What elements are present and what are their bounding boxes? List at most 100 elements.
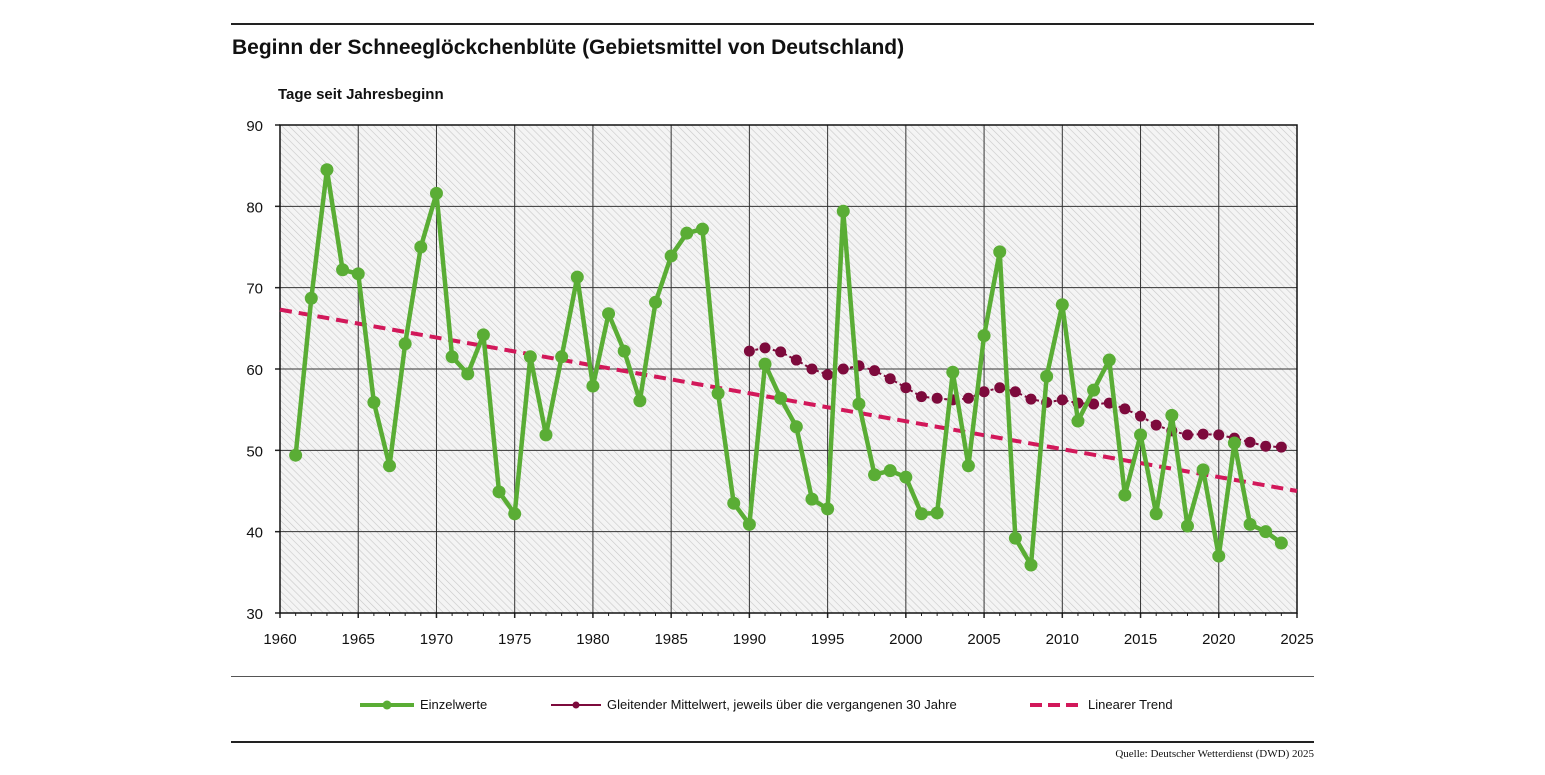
einzelwerte-point [1102,353,1116,367]
einzelwerte-point [555,350,569,364]
x-tick-label: 1960 [263,631,296,648]
einzelwerte-point [1008,531,1022,545]
einzelwerte-point [1118,488,1132,502]
einzelwerte-point [1087,383,1101,397]
einzelwerte-point [1165,408,1179,422]
einzelwerte-point [789,420,803,434]
einzelwerte-point [1259,525,1273,539]
moving-average-point [869,365,881,377]
einzelwerte-point [977,329,991,343]
x-tick-label: 1970 [420,631,453,648]
moving-average-point [1150,419,1162,431]
moving-average-point [900,382,912,394]
x-tick-label: 2000 [889,631,922,648]
x-tick-label: 2005 [967,631,1000,648]
einzelwerte-point [351,267,365,281]
einzelwerte-point [398,337,412,351]
einzelwerte-point [586,379,600,393]
x-tick-label: 1995 [811,631,844,648]
einzelwerte-point [1227,436,1241,450]
einzelwerte-point [914,507,928,521]
einzelwerte-point [852,397,866,411]
moving-average-point [806,363,818,375]
einzelwerte-point [602,307,616,321]
legend-dashed-line-icon [1030,702,1082,707]
moving-average-point [822,369,834,381]
einzelwerte-point [695,222,709,236]
einzelwerte-point [758,357,772,371]
einzelwerte-point [774,391,788,405]
einzelwerte-point [1149,507,1163,521]
moving-average-point [1181,429,1193,441]
moving-average-point [1009,386,1021,398]
y-tick-label: 60 [246,362,263,379]
moving-average-point [962,392,974,404]
moving-average-point [1056,394,1068,406]
einzelwerte-point [523,350,537,364]
moving-average-point [884,373,896,385]
y-tick-label: 70 [246,281,263,298]
moving-average-point [931,392,943,404]
einzelwerte-point [1024,558,1038,572]
x-tick-label: 1985 [654,631,687,648]
x-tick-label: 2010 [1046,631,1079,648]
einzelwerte-point [383,459,397,473]
legend-item-moving-average: Gleitender Mittelwert, jeweils über die … [551,697,957,712]
y-axis-label: Tage seit Jahresbeginn [278,86,444,103]
y-tick-label: 50 [246,443,263,460]
x-tick-label: 2020 [1202,631,1235,648]
einzelwerte-point [1274,536,1288,550]
einzelwerte-point [1071,414,1085,428]
einzelwerte-point [961,459,975,473]
moving-average-point [1260,440,1272,452]
moving-average-point [1244,436,1256,448]
moving-average-point [1088,398,1100,410]
x-tick-label: 2015 [1124,631,1157,648]
einzelwerte-point [868,468,882,482]
einzelwerte-point [930,506,944,520]
legend-item-linear-trend: Linearer Trend [1030,697,1173,712]
moving-average-point [978,386,990,398]
einzelwerte-point [883,464,897,478]
einzelwerte-point [461,367,475,381]
einzelwerte-point [1040,369,1054,383]
einzelwerte-point [1055,298,1069,312]
legend-label: Gleitender Mittelwert, jeweils über die … [607,697,957,712]
einzelwerte-point [821,502,835,516]
moving-average-point [994,382,1006,394]
moving-average-point [915,391,927,403]
x-tick-label: 1980 [576,631,609,648]
legend-label: Einzelwerte [420,697,488,712]
einzelwerte-point [508,507,522,521]
einzelwerte-point [445,350,459,364]
source-note: Quelle: Deutscher Wetterdienst (DWD) 202… [1115,748,1314,760]
einzelwerte-point [336,263,350,277]
moving-average-point [1213,429,1225,441]
legend-top-rule [231,676,1314,677]
x-tick-label: 1965 [342,631,375,648]
einzelwerte-point [711,386,725,400]
y-tick-label: 40 [246,525,263,542]
legend-item-einzelwerte: Einzelwerte [360,697,487,712]
x-tick-label: 1975 [498,631,531,648]
einzelwerte-point [1180,519,1194,533]
moving-average-point [837,363,849,375]
einzelwerte-point [492,485,506,499]
moving-average-point [1135,410,1147,422]
einzelwerte-point [617,344,631,358]
einzelwerte-point [539,428,553,442]
einzelwerte-point [289,448,303,462]
moving-average-point [1025,393,1037,405]
einzelwerte-point [836,204,850,218]
einzelwerte-point [993,245,1007,259]
moving-average-point [775,346,787,358]
einzelwerte-point [320,163,334,177]
moving-average-point [759,342,771,354]
einzelwerte-point [727,496,741,510]
y-tick-label: 90 [246,118,263,135]
moving-average-point [1197,428,1209,440]
chart-plot: 30 40 50 60 70 80 90 1960 1965 1970 1975 1980 1985 19… [246,118,1313,648]
bottom-rule [231,741,1314,743]
moving-average-point [743,345,755,357]
einzelwerte-point [946,365,960,379]
